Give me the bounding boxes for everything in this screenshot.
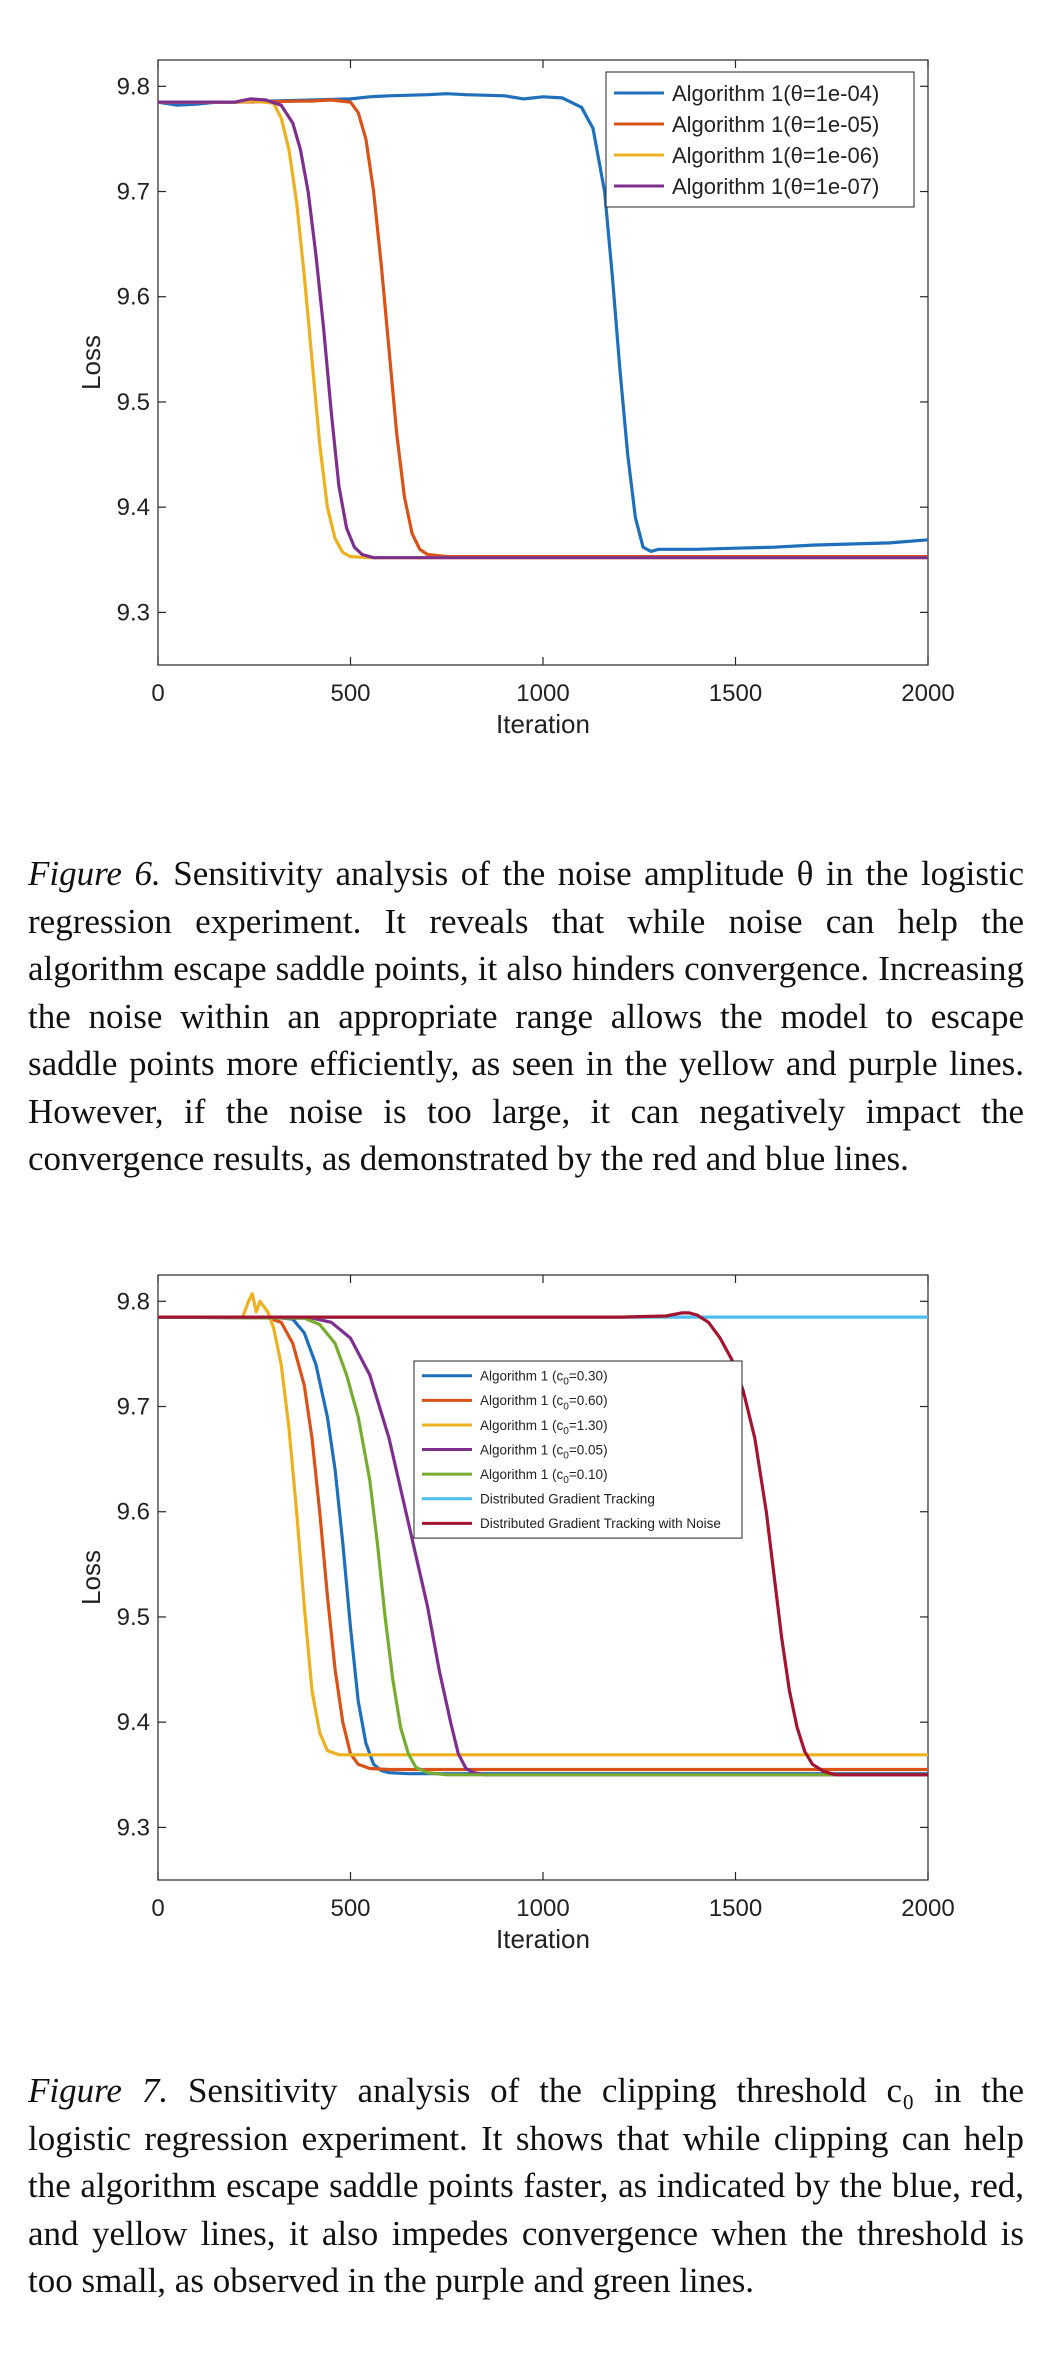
fig6-legend-label-2: Algorithm 1(θ=1e-06) — [672, 143, 879, 168]
figure-7-caption-lead: Figure 7. — [28, 2071, 169, 2110]
figure-7-caption: Figure 7. Sensitivity analysis of the cl… — [28, 2067, 1024, 2305]
fig7-ytick-label: 9.4 — [117, 1709, 150, 1736]
fig6-legend-label-1: Algorithm 1(θ=1e-05) — [672, 112, 879, 137]
fig7-legend-label-2: Algorithm 1 (c0=1.30) — [480, 1418, 608, 1437]
fig7-ytick-label: 9.5 — [117, 1604, 150, 1631]
fig7-y-axis-label: Loss — [76, 1550, 106, 1605]
fig7-series-line-6 — [158, 1311, 928, 1777]
figure-6-caption-lead: Figure 6. — [28, 854, 161, 893]
fig7-ytick-label: 9.3 — [117, 1814, 150, 1841]
fig6-ytick-label: 9.6 — [117, 284, 150, 311]
fig6-ytick-label: 9.7 — [117, 179, 150, 206]
fig6-series-line-3 — [158, 97, 928, 560]
figure-6-caption-text: Sensitivity analysis of the noise amplit… — [28, 854, 1024, 1178]
fig6-ytick-label: 9.5 — [117, 389, 150, 416]
fig6-legend-label-0: Algorithm 1(θ=1e-04) — [672, 81, 879, 106]
fig6-ytick-label: 9.3 — [117, 599, 150, 626]
fig7-series-line-1 — [158, 1315, 928, 1772]
fig7-x-axis-label: Iteration — [496, 1924, 590, 1954]
figure-7-caption-text: Sensitivity analysis of the clipping thr… — [28, 2071, 1024, 2300]
fig7-ytick-label: 9.8 — [117, 1288, 150, 1315]
figure-7-loss-chart: 0 500 1000 1500 2000 9.3 9.4 9.5 9.6 9.7 9.8 Iterat… — [76, 1274, 955, 1954]
fig7-ytick-label: 9.7 — [117, 1394, 150, 1421]
fig7-xtick-label: 0 — [151, 1895, 164, 1922]
fig6-xtick-label: 1500 — [709, 680, 762, 707]
fig6-xtick-label: 500 — [330, 680, 370, 707]
fig7-legend-label-0: Algorithm 1 (c0=0.30) — [480, 1369, 608, 1388]
fig7-xtick-label: 2000 — [901, 1895, 954, 1922]
fig6-ytick-label: 9.8 — [117, 73, 150, 100]
fig7-legend-label-3: Algorithm 1 (c0=0.05) — [480, 1442, 608, 1461]
fig7-legend-label-4: Algorithm 1 (c0=0.10) — [480, 1467, 608, 1486]
fig7-xtick-label: 500 — [330, 1895, 370, 1922]
fig7-legend-label-5: Distributed Gradient Tracking — [480, 1492, 655, 1507]
fig6-ytick-label: 9.4 — [117, 494, 150, 521]
fig7-series-line-4 — [158, 1315, 928, 1777]
fig6-xtick-label: 0 — [151, 680, 164, 707]
fig6-series-group — [158, 92, 928, 560]
fig6-xtick-label: 2000 — [901, 680, 954, 707]
figure-6-loss-chart: 0 500 1000 1500 2000 9.3 9.4 9.5 9.6 9.7 9.8 Iterat… — [76, 59, 955, 739]
fig7-series-line-2 — [158, 1292, 928, 1757]
fig7-legend-label-6: Distributed Gradient Tracking with Noise — [480, 1516, 721, 1531]
fig6-x-axis-label: Iteration — [496, 709, 590, 739]
fig6-legend-label-3: Algorithm 1(θ=1e-07) — [672, 174, 879, 199]
fig7-xtick-label: 1500 — [709, 1895, 762, 1922]
figure-6-caption: Figure 6. Sensitivity analysis of the no… — [28, 850, 1024, 1183]
fig7-legend-label-1: Algorithm 1 (c0=0.60) — [480, 1393, 608, 1412]
fig7-series-line-0 — [158, 1315, 928, 1776]
fig7-xtick-label: 1000 — [516, 1895, 569, 1922]
fig7-series-group — [158, 1292, 928, 1777]
fig6-xtick-label: 1000 — [516, 680, 569, 707]
fig6-y-axis-label: Loss — [76, 335, 106, 390]
fig7-ytick-label: 9.6 — [117, 1499, 150, 1526]
